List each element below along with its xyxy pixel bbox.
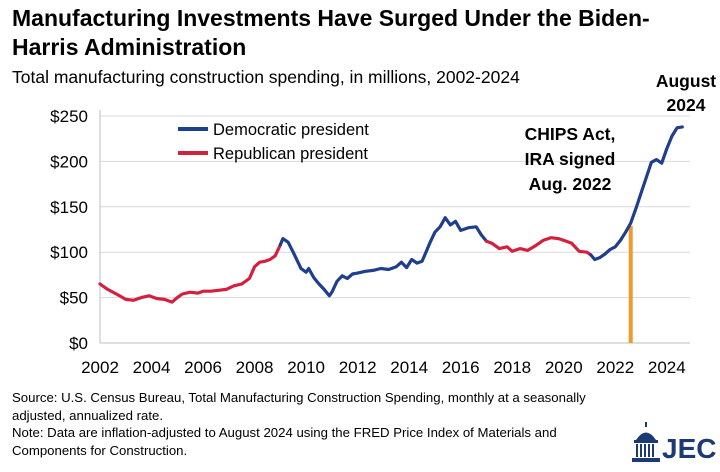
note-text: Note: Data are inflation-adjusted to Aug… [12, 425, 557, 458]
series-line [484, 236, 593, 257]
chips-annotation-line: CHIPS Act, [525, 124, 616, 144]
x-tick-label: 2018 [493, 358, 531, 377]
y-tick-label: $200 [50, 152, 88, 171]
x-tick-label: 2008 [236, 358, 274, 377]
series-line [98, 243, 282, 304]
chart-title: Manufacturing Investments Have Surged Un… [12, 5, 650, 60]
x-tick-label: 2014 [390, 358, 428, 377]
y-tick-label: $100 [50, 243, 88, 262]
endpoint-annotation-line: August [656, 71, 716, 91]
y-tick-label: $150 [50, 198, 88, 217]
series-line [589, 125, 684, 262]
chips-annotation-line: Aug. 2022 [529, 174, 612, 194]
y-tick-label: $50 [60, 289, 88, 308]
endpoint-annotation-line: 2024 [667, 95, 706, 115]
x-tick-label: 2012 [339, 358, 377, 377]
legend-label: Republican president [213, 145, 368, 163]
x-tick-label: 2024 [648, 358, 686, 377]
x-tick-label: 2010 [287, 358, 325, 377]
x-tick-label: 2016 [442, 358, 480, 377]
footnote: Source: U.S. Census Bureau, Total Manufa… [12, 389, 622, 459]
jec-logo: JEC [632, 422, 716, 464]
x-tick-label: 2006 [184, 358, 222, 377]
series-line [278, 216, 489, 298]
y-tick-label: $0 [69, 334, 88, 353]
x-tick-label: 2020 [545, 358, 583, 377]
y-tick-label: $250 [50, 107, 88, 126]
chips-annotation-line: IRA signed [525, 149, 616, 169]
capitol-dome-icon [632, 422, 660, 462]
legend-label: Democratic president [213, 121, 369, 139]
source-text: Source: U.S. Census Bureau, Total Manufa… [12, 390, 586, 423]
logo-text: JEC [662, 433, 716, 464]
chart-plot: $0 $50 $100 $150 $200 $250 2002 2004 2006 2008 201… [50, 71, 716, 377]
x-tick-label: 2002 [81, 358, 119, 377]
chart-subtitle: Total manufacturing construction spendin… [12, 67, 520, 87]
x-tick-label: 2022 [596, 358, 634, 377]
x-tick-label: 2004 [133, 358, 171, 377]
